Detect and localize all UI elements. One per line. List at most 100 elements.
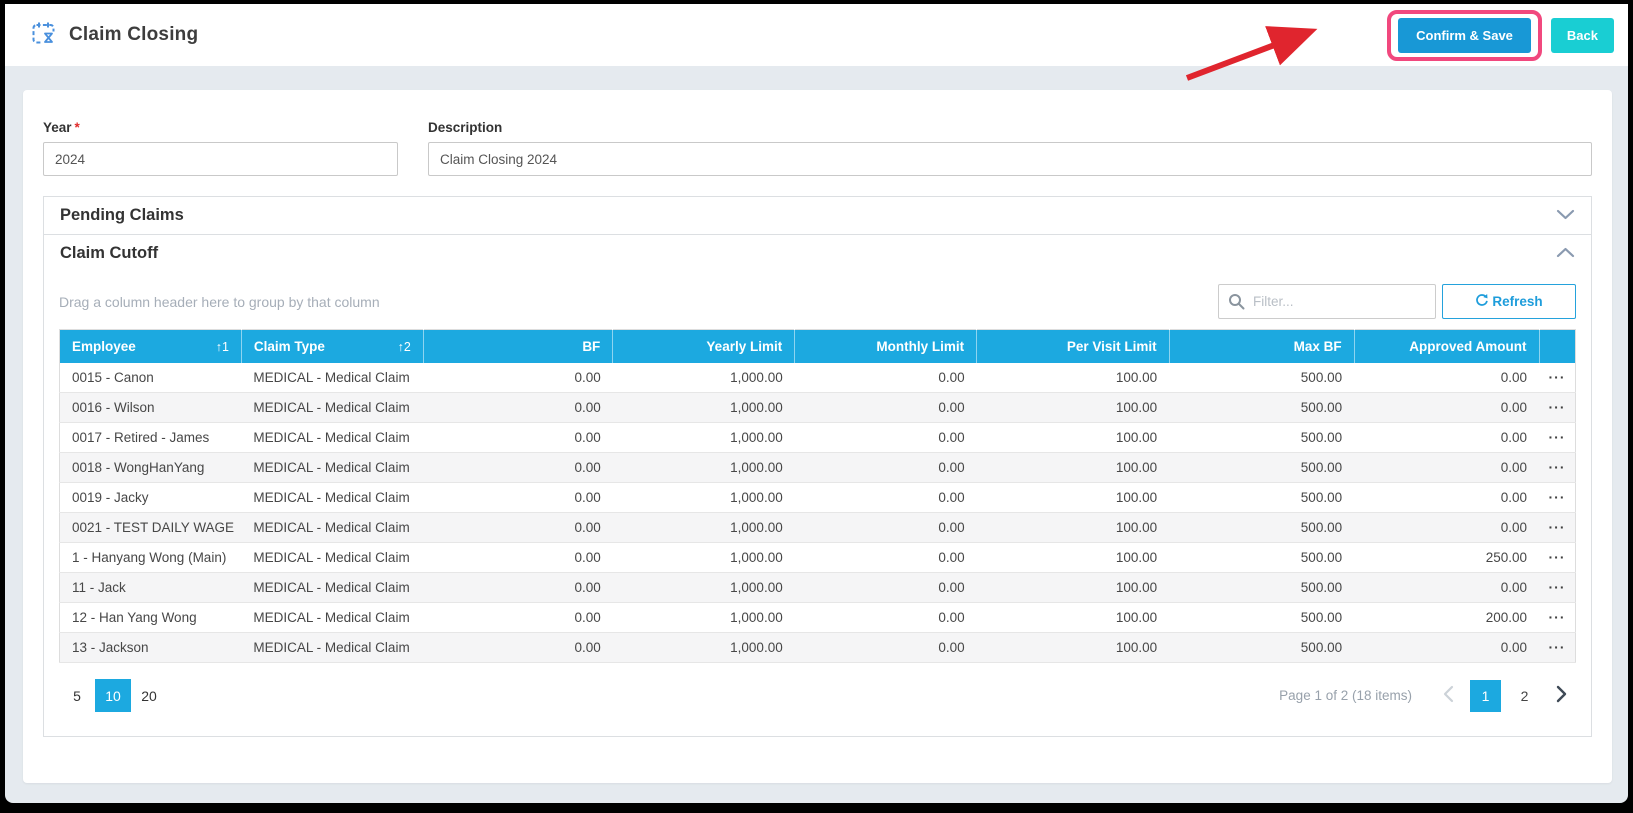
chevron-down-icon — [1556, 207, 1575, 225]
row-actions-button[interactable]: ··· — [1548, 519, 1566, 535]
cell-claim-type: MEDICAL - Medical Claim — [241, 452, 424, 483]
cell-max-bf: 500.00 — [1169, 452, 1355, 483]
group-drop-zone[interactable]: Drag a column header here to group by th… — [59, 293, 380, 310]
page-title: Claim Closing — [69, 24, 199, 45]
chevron-right-icon — [1556, 685, 1568, 706]
cell-max-bf: 500.00 — [1169, 602, 1355, 633]
col-header-yearly-limit[interactable]: Yearly Limit — [612, 329, 795, 363]
cell-employee: 12 - Han Yang Wong — [59, 602, 242, 633]
cell-employee: 13 - Jackson — [59, 632, 242, 663]
cell-approved-amount: 0.00 — [1354, 482, 1540, 513]
col-header-approved-amount[interactable]: Approved Amount — [1353, 329, 1540, 363]
row-actions-button[interactable]: ··· — [1548, 549, 1566, 565]
table-header-row: Employee ↑1 Claim Type ↑2 BF Yearly Limit … — [59, 329, 1576, 363]
col-header-bf[interactable]: BF — [422, 329, 613, 363]
table-row: 0015 - Canon MEDICAL - Medical Claim 0.0… — [59, 363, 1576, 393]
row-actions-button[interactable]: ··· — [1548, 399, 1566, 415]
sort-indicator: ↑1 — [215, 339, 229, 354]
page-size-5[interactable]: 5 — [59, 679, 95, 712]
cell-max-bf: 500.00 — [1169, 542, 1355, 573]
col-header-per-visit-limit[interactable]: Per Visit Limit — [976, 329, 1170, 363]
cell-monthly-limit: 0.00 — [794, 363, 977, 393]
row-actions-button[interactable]: ··· — [1548, 489, 1566, 505]
table-row: 12 - Han Yang Wong MEDICAL - Medical Cla… — [59, 602, 1576, 633]
cell-max-bf: 500.00 — [1169, 482, 1355, 513]
cell-yearly-limit: 1,000.00 — [612, 572, 795, 603]
cell-yearly-limit: 1,000.00 — [612, 512, 795, 543]
page-button-1[interactable]: 1 — [1470, 679, 1501, 712]
page-size-20[interactable]: 20 — [131, 679, 167, 712]
calendar-hourglass-icon — [31, 20, 57, 51]
cell-approved-amount: 0.00 — [1354, 363, 1540, 393]
col-header-monthly-limit[interactable]: Monthly Limit — [794, 329, 977, 363]
cell-approved-amount: 0.00 — [1354, 632, 1540, 663]
cell-monthly-limit: 0.00 — [794, 422, 977, 453]
cell-approved-amount: 0.00 — [1354, 422, 1540, 453]
grid-toolbar: Drag a column header here to group by th… — [59, 272, 1576, 329]
cell-employee: 0021 - TEST DAILY WAGE — [59, 512, 242, 543]
row-actions-button[interactable]: ··· — [1548, 639, 1566, 655]
cell-claim-type: MEDICAL - Medical Claim — [241, 392, 424, 423]
cell-per-visit-limit: 100.00 — [976, 422, 1170, 453]
cell-approved-amount: 0.00 — [1354, 452, 1540, 483]
page-size-selector: 5 10 20 — [59, 679, 167, 712]
description-input[interactable] — [428, 142, 1592, 176]
col-header-employee[interactable]: Employee ↑1 — [59, 329, 242, 363]
cell-per-visit-limit: 100.00 — [976, 602, 1170, 633]
confirm-save-button[interactable]: Confirm & Save — [1398, 17, 1531, 53]
page-size-10[interactable]: 10 — [95, 679, 131, 712]
cell-bf: 0.00 — [423, 602, 613, 633]
pager-controls: Page 1 of 2 (18 items) 1 2 — [1279, 679, 1576, 712]
cell-claim-type: MEDICAL - Medical Claim — [241, 512, 424, 543]
cell-monthly-limit: 0.00 — [794, 452, 977, 483]
cell-bf: 0.00 — [423, 482, 613, 513]
cell-approved-amount: 0.00 — [1354, 572, 1540, 603]
cell-per-visit-limit: 100.00 — [976, 512, 1170, 543]
claim-cutoff-header[interactable]: Claim Cutoff — [44, 235, 1591, 272]
cell-per-visit-limit: 100.00 — [976, 542, 1170, 573]
col-header-claim-type[interactable]: Claim Type ↑2 — [240, 329, 424, 363]
required-asterisk: * — [74, 120, 80, 135]
pending-claims-title: Pending Claims — [60, 206, 184, 224]
back-button[interactable]: Back — [1550, 17, 1614, 53]
row-actions-button[interactable]: ··· — [1548, 429, 1566, 445]
claim-cutoff-table: Employee ↑1 Claim Type ↑2 BF Yearly Limit … — [59, 329, 1576, 663]
cell-monthly-limit: 0.00 — [794, 392, 977, 423]
table-row: 0016 - Wilson MEDICAL - Medical Claim 0.… — [59, 392, 1576, 423]
row-actions-button[interactable]: ··· — [1548, 459, 1566, 475]
cell-per-visit-limit: 100.00 — [976, 452, 1170, 483]
year-field-group: Year * — [43, 120, 398, 176]
cell-yearly-limit: 1,000.00 — [612, 452, 795, 483]
cell-yearly-limit: 1,000.00 — [612, 542, 795, 573]
cell-bf: 0.00 — [423, 452, 613, 483]
cell-employee: 1 - Hanyang Wong (Main) — [59, 542, 242, 573]
pending-claims-header[interactable]: Pending Claims — [44, 197, 1591, 234]
row-actions-button[interactable]: ··· — [1548, 579, 1566, 595]
cell-yearly-limit: 1,000.00 — [612, 602, 795, 633]
table-row: 0017 - Retired - James MEDICAL - Medical… — [59, 422, 1576, 453]
cell-per-visit-limit: 100.00 — [976, 392, 1170, 423]
cell-claim-type: MEDICAL - Medical Claim — [241, 542, 424, 573]
cell-approved-amount: 250.00 — [1354, 542, 1540, 573]
cell-monthly-limit: 0.00 — [794, 542, 977, 573]
row-actions-button[interactable]: ··· — [1548, 369, 1566, 385]
cell-monthly-limit: 0.00 — [794, 572, 977, 603]
cell-yearly-limit: 1,000.00 — [612, 632, 795, 663]
cell-employee: 0019 - Jacky — [59, 482, 242, 513]
filter-input[interactable] — [1218, 284, 1436, 319]
pending-claims-section: Pending Claims — [43, 196, 1592, 235]
table-row: 1 - Hanyang Wong (Main) MEDICAL - Medica… — [59, 542, 1576, 573]
cell-per-visit-limit: 100.00 — [976, 572, 1170, 603]
next-page-button[interactable] — [1548, 680, 1576, 712]
pagination-bar: 5 10 20 Page 1 of 2 (18 items) 1 — [59, 679, 1576, 712]
year-input[interactable] — [43, 142, 398, 176]
page-button-2[interactable]: 2 — [1509, 680, 1540, 712]
refresh-button[interactable]: Refresh — [1442, 284, 1576, 319]
cell-monthly-limit: 0.00 — [794, 632, 977, 663]
cell-max-bf: 500.00 — [1169, 392, 1355, 423]
col-header-max-bf[interactable]: Max BF — [1168, 329, 1355, 363]
annotation-highlight-box: Confirm & Save — [1387, 9, 1542, 61]
cell-per-visit-limit: 100.00 — [976, 632, 1170, 663]
row-actions-button[interactable]: ··· — [1548, 609, 1566, 625]
content-card: Year* Description Pending Claims — [23, 90, 1612, 783]
